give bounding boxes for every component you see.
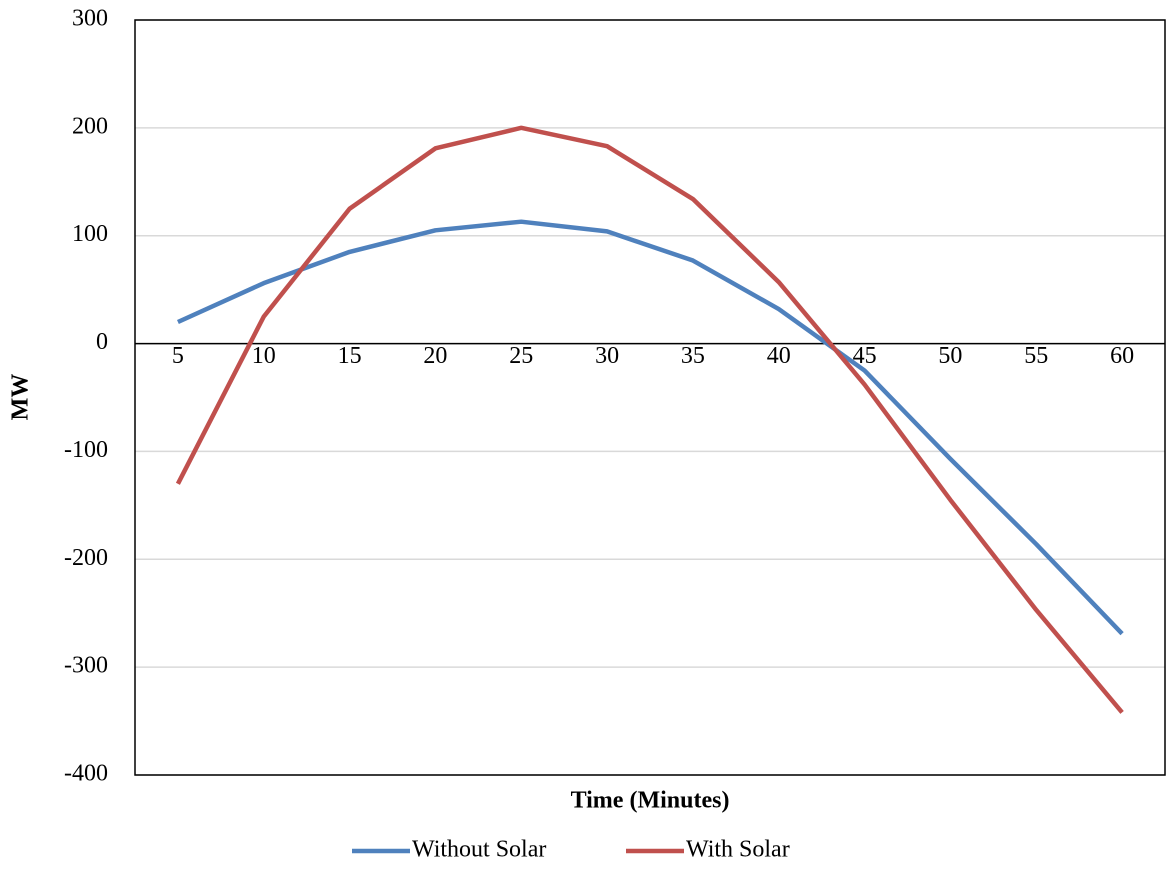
- x-tick-label: 10: [252, 343, 276, 369]
- x-tick-label: 40: [767, 343, 791, 369]
- legend-label: Without Solar: [412, 837, 546, 863]
- y-tick-label: -300: [64, 653, 108, 679]
- x-tick-label: 5: [172, 343, 184, 369]
- x-tick-label: 50: [938, 343, 962, 369]
- x-tick-label: 20: [423, 343, 447, 369]
- legend-label: With Solar: [686, 837, 790, 863]
- series-line: [176, 219, 1124, 636]
- x-tick-label: 60: [1110, 343, 1134, 369]
- y-tick-label: -100: [64, 437, 108, 463]
- plot-border: [134, 19, 1166, 776]
- y-tick-label: 100: [72, 221, 108, 247]
- x-tick-label: 25: [509, 343, 533, 369]
- y-tick-label: 0: [96, 329, 108, 355]
- x-tick-label: 35: [681, 343, 705, 369]
- y-axis-title: MW: [8, 374, 34, 421]
- series-line: [175, 125, 1124, 714]
- y-tick-label: 200: [72, 113, 108, 139]
- x-tick-label: 15: [338, 343, 362, 369]
- x-tick-label: 30: [595, 343, 619, 369]
- y-tick-label: 300: [72, 6, 108, 32]
- x-axis-title: Time (Minutes): [571, 788, 730, 814]
- y-tick-label: -400: [64, 761, 108, 787]
- x-tick-label: 55: [1024, 343, 1048, 369]
- y-tick-label: -200: [64, 545, 108, 571]
